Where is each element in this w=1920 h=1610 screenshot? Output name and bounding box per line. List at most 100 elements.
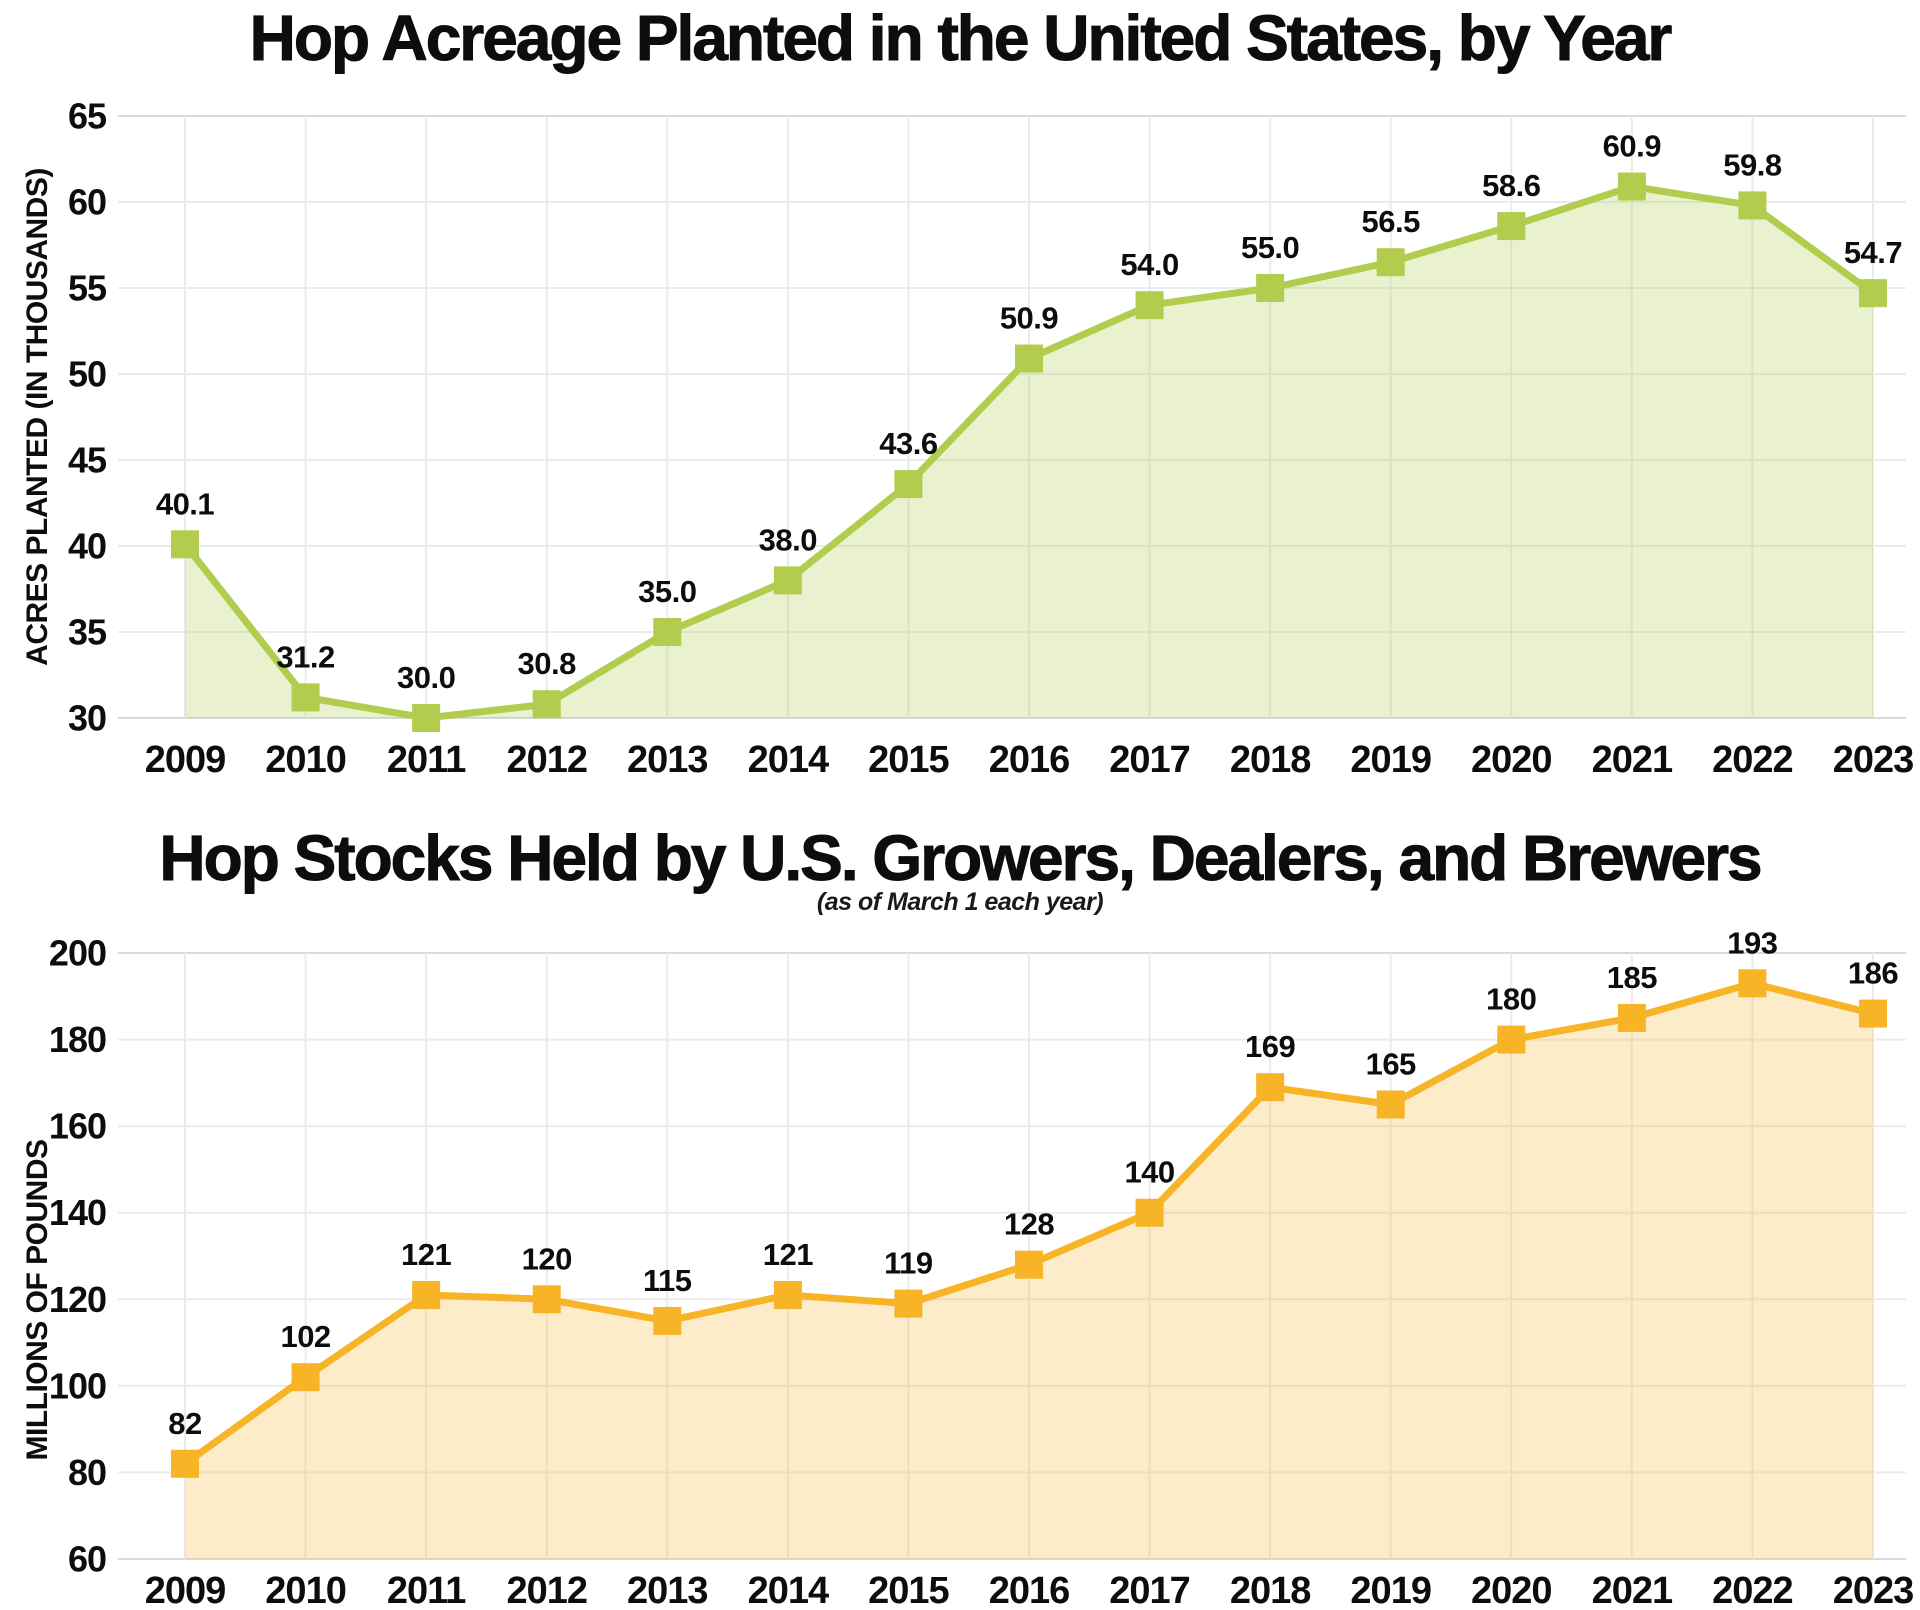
data-point-marker	[291, 683, 320, 712]
y-tick-label: 80	[68, 1452, 106, 1493]
data-point-marker	[171, 1449, 199, 1478]
x-tick-label: 2018	[1230, 1570, 1311, 1610]
data-point-label: 55.0	[1241, 230, 1299, 265]
data-point-label: 31.2	[276, 639, 334, 674]
data-point-label: 54.0	[1120, 247, 1178, 282]
data-point-label: 40.1	[156, 486, 215, 521]
data-point-marker	[653, 618, 682, 646]
data-point-marker	[1376, 248, 1405, 277]
data-point-marker	[1617, 1003, 1646, 1032]
data-point-marker	[171, 530, 199, 559]
data-point-label: 115	[643, 1263, 692, 1298]
x-tick-label: 2018	[1230, 739, 1311, 781]
x-tick-label: 2010	[265, 739, 346, 781]
data-point-marker	[1256, 1073, 1285, 1102]
x-tick-label: 2009	[145, 1570, 226, 1610]
x-tick-label: 2020	[1471, 1570, 1552, 1610]
x-tick-label: 2010	[265, 1570, 346, 1610]
x-tick-label: 2021	[1592, 1570, 1673, 1610]
stocks-chart-plot: 60 80 100 120 140 160 180 200 2009 2010 2011 2012 20…	[49, 925, 1914, 1610]
data-point-marker	[653, 1306, 682, 1335]
y-tick-label: 35	[68, 612, 107, 653]
x-tick-label: 2015	[868, 739, 949, 781]
x-tick-label: 2023	[1833, 1570, 1914, 1610]
data-point-label: 165	[1366, 1047, 1416, 1082]
x-tick-label: 2009	[145, 739, 226, 781]
data-point-label: 140	[1124, 1155, 1174, 1190]
x-tick-label: 2014	[748, 1570, 829, 1610]
x-tick-label: 2020	[1471, 739, 1552, 781]
data-point-label: 60.9	[1603, 129, 1662, 164]
data-point-marker	[1738, 191, 1767, 220]
data-point-label: 193	[1727, 925, 1777, 960]
data-point-marker	[773, 1280, 802, 1309]
y-tick-label: 60	[68, 1539, 106, 1580]
data-point-label: 102	[280, 1319, 330, 1354]
data-point-marker	[1014, 344, 1043, 373]
data-point-marker	[1135, 291, 1164, 320]
x-tick-label: 2011	[387, 739, 466, 781]
data-point-label: 35.0	[638, 574, 696, 609]
x-tick-label: 2012	[506, 739, 587, 781]
data-point-marker	[1617, 172, 1646, 201]
x-tick-label: 2022	[1712, 1570, 1793, 1610]
y-tick-label: 65	[68, 96, 107, 137]
y-tick-label: 30	[68, 698, 106, 739]
x-tick-label: 2016	[989, 739, 1070, 781]
data-point-label: 121	[763, 1237, 813, 1272]
data-point-marker	[412, 704, 441, 732]
data-point-marker	[773, 566, 802, 595]
data-point-marker	[1497, 212, 1526, 241]
data-point-label: 128	[1004, 1207, 1054, 1242]
data-point-label: 56.5	[1362, 204, 1421, 239]
stocks-chart-subtitle: (as of March 1 each year)	[816, 888, 1104, 916]
data-point-marker	[1738, 969, 1767, 998]
y-tick-label: 120	[49, 1279, 106, 1320]
data-point-marker	[291, 1363, 320, 1392]
data-point-marker	[1256, 274, 1285, 302]
data-point-label: 119	[884, 1246, 933, 1281]
data-point-label: 30.0	[397, 660, 455, 695]
data-point-marker	[532, 1285, 561, 1314]
x-tick-label: 2017	[1109, 1570, 1190, 1610]
area-fill	[185, 186, 1873, 718]
data-point-label: 59.8	[1723, 147, 1782, 182]
y-tick-label: 200	[49, 933, 106, 974]
x-tick-label: 2017	[1109, 739, 1190, 781]
data-point-label: 30.8	[518, 646, 577, 681]
y-tick-label: 50	[68, 354, 106, 395]
x-tick-label: 2014	[748, 739, 829, 781]
data-point-label: 50.9	[1000, 301, 1059, 336]
x-tick-label: 2013	[627, 1570, 708, 1610]
y-tick-label: 40	[68, 526, 106, 567]
data-point-marker	[1497, 1025, 1526, 1054]
x-tick-label: 2023	[1833, 739, 1914, 781]
data-point-marker	[1014, 1250, 1043, 1279]
data-point-marker	[894, 470, 923, 499]
data-point-label: 58.6	[1482, 168, 1541, 203]
y-tick-label: 160	[49, 1106, 106, 1147]
x-tick-label: 2019	[1350, 1570, 1431, 1610]
data-point-marker	[1858, 999, 1887, 1028]
x-tick-label: 2015	[868, 1570, 949, 1610]
data-point-label: 43.6	[879, 426, 938, 461]
x-tick-label: 2012	[506, 1570, 587, 1610]
data-point-marker	[412, 1280, 441, 1309]
y-tick-label: 55	[68, 268, 107, 309]
y-tick-label: 140	[49, 1192, 106, 1233]
data-point-label: 185	[1607, 960, 1657, 995]
data-point-label: 121	[401, 1237, 451, 1272]
y-tick-label: 60	[68, 182, 106, 223]
data-point-marker	[1135, 1198, 1164, 1227]
data-point-label: 169	[1245, 1029, 1295, 1064]
data-point-marker	[894, 1289, 923, 1318]
acreage-chart-plot: 30 35 40 45 50 55 60 65 2009 2010 2011 2012 2013 2014…	[68, 96, 1914, 782]
x-tick-label: 2013	[627, 739, 708, 781]
acreage-chart-title: Hop Acreage Planted in the United States…	[249, 2, 1673, 74]
x-tick-label: 2011	[387, 1570, 466, 1610]
x-tick-label: 2021	[1592, 739, 1673, 781]
x-tick-label: 2016	[989, 1570, 1070, 1610]
y-tick-label: 180	[49, 1019, 106, 1060]
data-point-label: 38.0	[759, 522, 817, 557]
data-point-marker	[1858, 279, 1887, 308]
